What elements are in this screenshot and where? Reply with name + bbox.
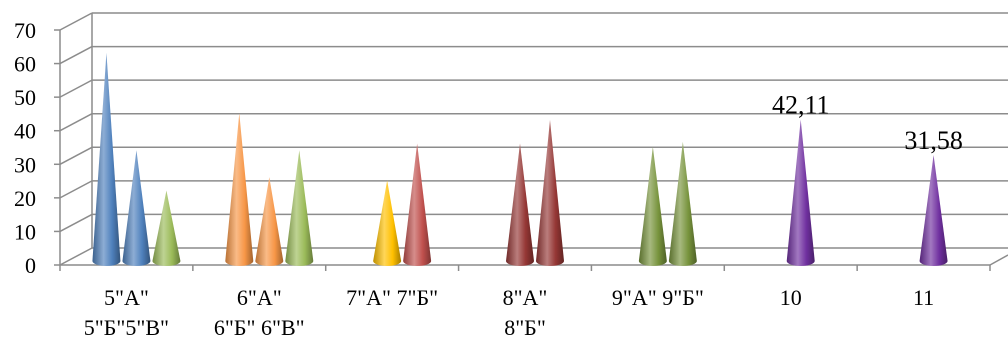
y-tick-label: 40 <box>14 119 36 144</box>
cone-bar-g2 <box>403 143 432 266</box>
gridline-wall-40 <box>59 113 93 132</box>
cone-bar-g1 <box>255 177 284 266</box>
chart-gridlines <box>59 12 1008 266</box>
x-category-label: 11 <box>913 285 934 310</box>
y-axis-tick-labels: 0 10 20 30 40 50 60 70 <box>14 18 36 278</box>
y-tick-label: 0 <box>25 253 36 278</box>
chart-axes <box>54 13 1008 271</box>
data-labels: 42,11 31,58 <box>772 91 963 155</box>
cone-bar-g3 <box>536 120 564 266</box>
cone-bar-g3 <box>506 143 534 266</box>
cone-bar-g4 <box>638 146 667 266</box>
x-category-label: 6"Б" 6"В" <box>214 315 305 340</box>
floor-right-edge <box>989 254 1008 266</box>
x-category-label: 8"Б" <box>504 315 546 340</box>
y-tick-label: 30 <box>14 152 36 177</box>
gridline-wall-50 <box>59 79 93 98</box>
cone-bar-g5 <box>786 119 815 267</box>
y-tick-label: 10 <box>14 219 36 244</box>
cone-bar-g6 <box>919 154 948 266</box>
cone-bar-g0 <box>122 150 151 266</box>
cone-bar-g0 <box>92 52 121 266</box>
x-category-label: 8"А" <box>503 285 548 310</box>
y-tick-label: 60 <box>14 52 36 77</box>
x-category-label: 7"А" 7"Б" <box>346 285 438 310</box>
cone-bar-g0 <box>152 190 181 266</box>
gridline-wall-60 <box>59 45 93 65</box>
x-category-label: 9"А" 9"Б" <box>612 285 704 310</box>
cone-bar-g1 <box>225 113 254 267</box>
y-tick-label: 20 <box>14 186 36 211</box>
data-label: 31,58 <box>904 126 963 155</box>
x-category-label: 5"Б"5"В" <box>84 315 169 340</box>
data-label: 42,11 <box>772 91 830 120</box>
x-category-label: 10 <box>780 285 802 310</box>
y-tick-label: 50 <box>14 85 36 110</box>
y-tick-label: 70 <box>14 18 36 43</box>
cone-bar-g1 <box>285 150 314 266</box>
x-category-label: 5"А" <box>104 285 149 310</box>
chart-bars <box>92 52 948 267</box>
gridline-wall-10 <box>59 213 93 233</box>
x-category-label: 6"А" <box>237 285 282 310</box>
gridline-wall-70 <box>59 12 93 31</box>
gridline-wall-0 <box>59 247 93 266</box>
cone-bar-g2 <box>373 180 402 266</box>
gridline-wall-20 <box>59 180 93 199</box>
gridline-wall-30 <box>59 146 93 165</box>
x-axis-category-labels: 5"А" 5"Б"5"В" 6"А" 6"Б" 6"В" 7"А" 7"Б" 8"А" 8"… <box>84 285 934 340</box>
cone-bar-g4 <box>668 141 697 266</box>
